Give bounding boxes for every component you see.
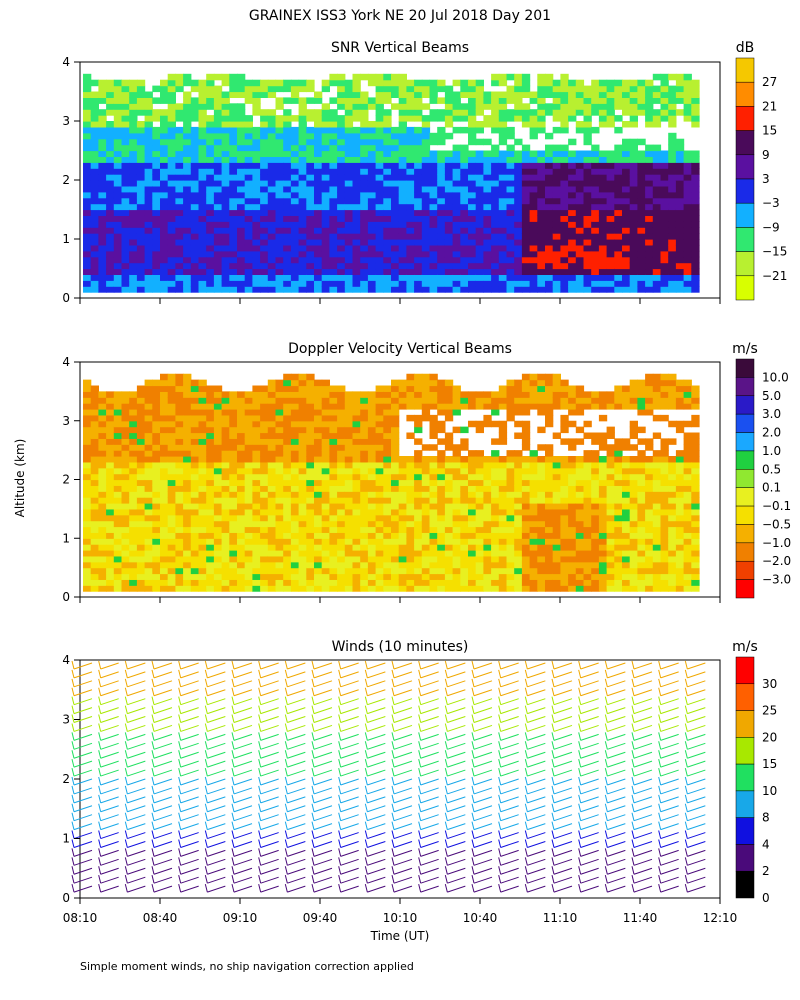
panel-1-colorbar-label: 0.1	[762, 481, 781, 495]
panel-0-ytick-label: 3	[62, 114, 70, 128]
panel-1-colorbar-swatch	[735, 487, 755, 507]
panel-1-colorbar-swatch	[735, 579, 755, 599]
panel-0-colorbar-label: −21	[762, 269, 787, 283]
panel-2-colorbar-label: 15	[762, 757, 777, 771]
time-tick-label: 10:40	[463, 911, 498, 925]
panel-0-colorbar-swatch	[735, 251, 755, 277]
panel-1-ytick-label: 0	[62, 590, 70, 604]
time-tick-label: 08:10	[63, 911, 98, 925]
panel-1-colorbar-swatch	[735, 358, 755, 378]
figure-title: GRAINEX ISS3 York NE 20 Jul 2018 Day 201	[249, 8, 551, 24]
winds-panel-title: Winds (10 minutes)	[332, 639, 469, 655]
panel-1-colorbar-label: 2.0	[762, 426, 781, 440]
panel-2-colorbar-swatch	[735, 844, 755, 872]
panel-2-colorbar-label: 10	[762, 784, 777, 798]
panel-0-colorbar-swatch	[735, 202, 755, 228]
panel-1-colorbar-swatch	[735, 450, 755, 470]
panel-2-colorbar-swatch	[735, 870, 755, 899]
panel-2-colorbar-swatch	[735, 790, 755, 818]
panel-2-colorbar-label: 4	[762, 837, 770, 851]
panel-2-colorbar-swatch	[735, 817, 755, 845]
panel-1-colorbar-swatch	[735, 413, 755, 433]
panel-1-ytick-label: 3	[62, 414, 70, 428]
altitude-axis-label: Altitude (km)	[13, 439, 27, 518]
time-tick-label: 08:40	[143, 911, 178, 925]
panel-2-ytick-label: 4	[62, 653, 70, 667]
time-tick-label: 10:10	[383, 911, 418, 925]
panel-2-colorbar-label: 25	[762, 704, 777, 718]
time-tick-label: 09:40	[303, 911, 338, 925]
panel-0-colorbar-swatch	[735, 227, 755, 252]
time-axis-label: Time (UT)	[370, 929, 430, 943]
winds-units: m/s	[732, 639, 758, 655]
time-tick-label: 12:10	[703, 911, 738, 925]
panel-1-colorbar-swatch	[735, 542, 755, 562]
panel-0-ytick-label: 1	[62, 232, 70, 246]
panel-1-colorbar-label: −1.0	[762, 536, 791, 550]
panel-1-colorbar-label: −3.0	[762, 573, 791, 587]
panel-1-ytick-label: 4	[62, 355, 70, 369]
panel-1-colorbar-swatch	[735, 505, 755, 525]
panel-1-colorbar-label: 10.0	[762, 370, 789, 384]
panel-0-colorbar-label: 15	[762, 124, 777, 138]
panel-2-colorbar-label: 2	[762, 864, 770, 878]
panel-0-colorbar-label: 21	[762, 99, 777, 113]
panel-1-colorbar-swatch	[735, 377, 755, 397]
panel-0-colorbar-label: −3	[762, 196, 780, 210]
panel-2-colorbar-label: 30	[762, 677, 777, 691]
panel-1-ytick-label: 1	[62, 531, 70, 545]
panel-0-colorbar-label: −15	[762, 245, 787, 259]
panel-2-colorbar-swatch	[735, 656, 755, 685]
doppler-panel-title: Doppler Velocity Vertical Beams	[288, 341, 512, 357]
panel-2-colorbar-swatch	[735, 683, 755, 711]
panel-1-colorbar-label: 5.0	[762, 389, 781, 403]
panel-2-ytick-label: 3	[62, 713, 70, 727]
panel-2-colorbar-swatch	[735, 737, 755, 765]
panel-0-ytick-label: 2	[62, 173, 70, 187]
snr-units: dB	[736, 40, 755, 56]
panel-0-colorbar-swatch	[735, 81, 755, 107]
panel-1-colorbar-swatch	[735, 469, 755, 488]
panel-0-ytick-label: 4	[62, 55, 70, 69]
panel-0-colorbar-label: −9	[762, 220, 780, 234]
panel-0-colorbar-label: 9	[762, 148, 770, 162]
panel-2-ytick-label: 2	[62, 772, 70, 786]
time-tick-label: 11:10	[543, 911, 578, 925]
panel-2-ytick-label: 1	[62, 832, 70, 846]
panel-1-colorbar-swatch	[735, 560, 755, 580]
panel-0-ytick-label: 0	[62, 291, 70, 305]
panel-1-colorbar-swatch	[735, 432, 755, 452]
panel-0-colorbar-swatch	[735, 154, 755, 180]
panel-2-ytick-label: 0	[62, 891, 70, 905]
panel-1-colorbar-label: 1.0	[762, 444, 781, 458]
panel-2-colorbar-swatch	[735, 763, 755, 792]
panel-2-colorbar-label: 0	[762, 891, 770, 905]
panel-2-colorbar-label: 8	[762, 811, 770, 825]
panel-2-colorbar-label: 20	[762, 730, 777, 744]
panel-0-colorbar-swatch	[735, 106, 755, 131]
footnote: Simple moment winds, no ship navigation …	[80, 960, 414, 973]
panel-2-colorbar-swatch	[735, 710, 755, 738]
panel-1-ytick-label: 2	[62, 473, 70, 487]
panel-1-colorbar-label: −0.1	[762, 499, 791, 513]
panel-0-colorbar-swatch	[735, 178, 755, 204]
panel-1-colorbar-label: 3.0	[762, 407, 781, 421]
panel-1-colorbar-label: 0.5	[762, 462, 781, 476]
panel-1-colorbar-swatch	[735, 524, 755, 544]
panel-0-colorbar-swatch	[735, 57, 755, 83]
panel-0-colorbar-swatch	[735, 275, 755, 301]
time-tick-label: 09:10	[223, 911, 258, 925]
panel-1-colorbar-label: −2.0	[762, 554, 791, 568]
time-tick-label: 11:40	[623, 911, 658, 925]
doppler-units: m/s	[732, 341, 758, 357]
panel-0-colorbar-label: 27	[762, 75, 777, 89]
panel-1-colorbar-label: −0.5	[762, 517, 791, 531]
panel-0-colorbar-swatch	[735, 130, 755, 156]
panel-0-colorbar-label: 3	[762, 172, 770, 186]
snr-panel-title: SNR Vertical Beams	[331, 40, 469, 56]
panel-1-colorbar-swatch	[735, 395, 755, 415]
